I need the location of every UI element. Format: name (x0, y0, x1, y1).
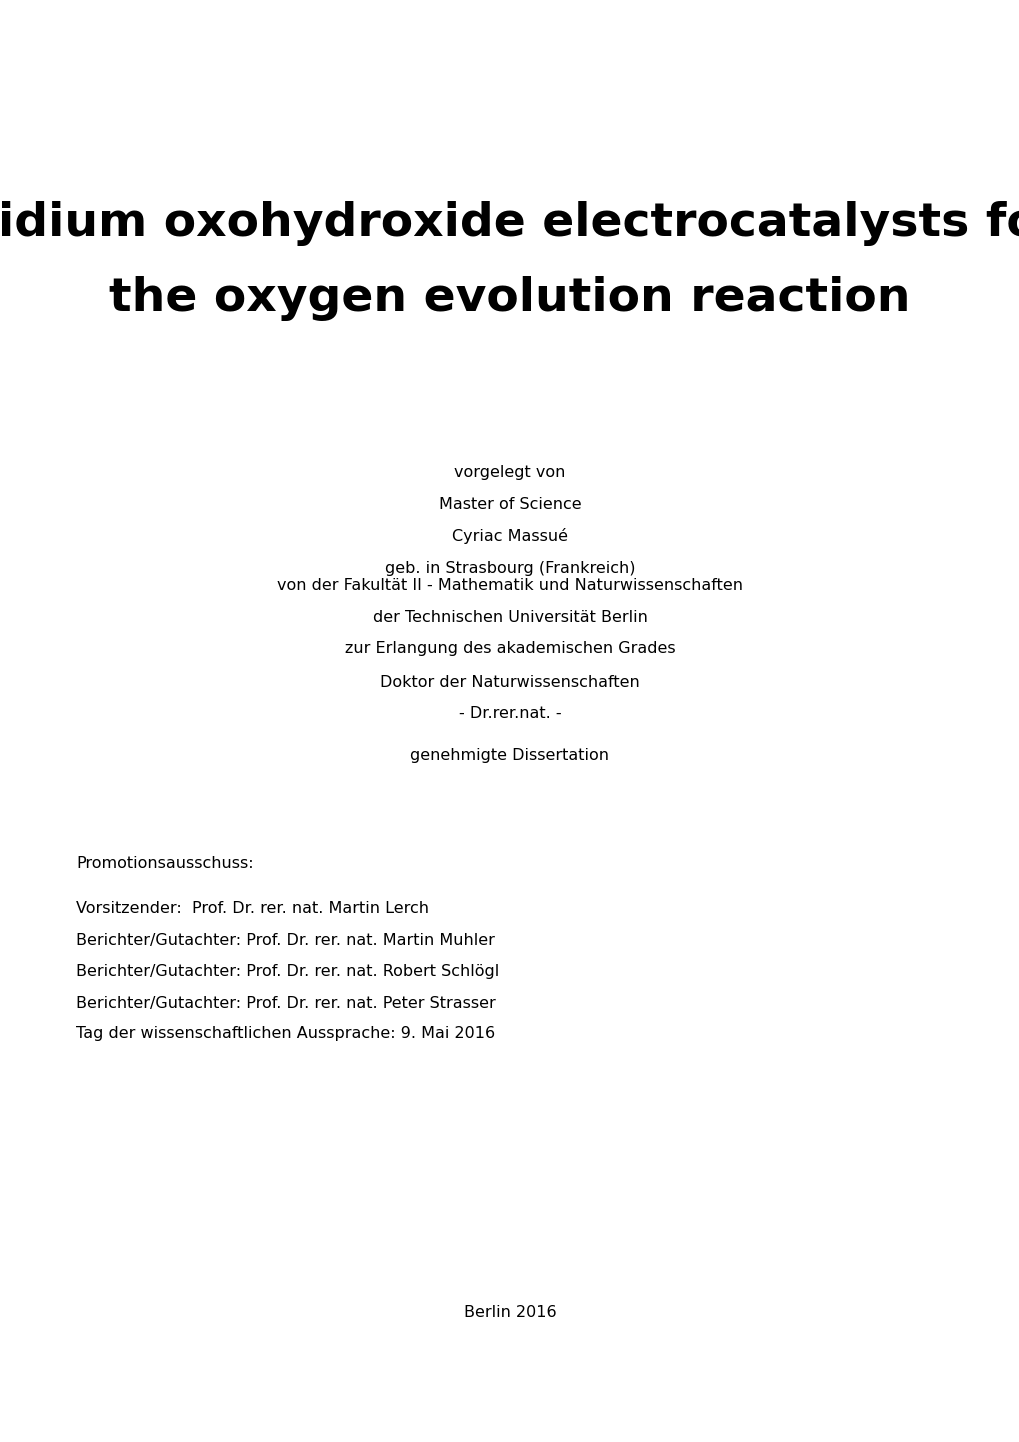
Text: Doktor der Naturwissenschaften: Doktor der Naturwissenschaften (380, 675, 639, 689)
Text: Iridium oxohydroxide electrocatalysts for: Iridium oxohydroxide electrocatalysts fo… (0, 200, 1019, 247)
Text: Berichter/Gutachter: Prof. Dr. rer. nat. Robert Schlögl: Berichter/Gutachter: Prof. Dr. rer. nat.… (76, 965, 499, 979)
Text: Berlin 2016: Berlin 2016 (464, 1305, 555, 1319)
Text: zur Erlangung des akademischen Grades: zur Erlangung des akademischen Grades (344, 642, 675, 656)
Text: genehmigte Dissertation: genehmigte Dissertation (410, 748, 609, 763)
Text: the oxygen evolution reaction: the oxygen evolution reaction (109, 275, 910, 322)
Text: Promotionsausschuss:: Promotionsausschuss: (76, 857, 254, 871)
Text: Berichter/Gutachter: Prof. Dr. rer. nat. Peter Strasser: Berichter/Gutachter: Prof. Dr. rer. nat.… (76, 996, 496, 1011)
Text: Cyriac Massué: Cyriac Massué (451, 528, 568, 545)
Text: der Technischen Universität Berlin: der Technischen Universität Berlin (372, 610, 647, 624)
Text: - Dr.rer.nat. -: - Dr.rer.nat. - (459, 707, 560, 721)
Text: von der Fakultät II - Mathematik und Naturwissenschaften: von der Fakultät II - Mathematik und Nat… (277, 578, 742, 593)
Text: Tag der wissenschaftlichen Aussprache: 9. Mai 2016: Tag der wissenschaftlichen Aussprache: 9… (76, 1027, 495, 1041)
Text: vorgelegt von: vorgelegt von (453, 466, 566, 480)
Text: Berichter/Gutachter: Prof. Dr. rer. nat. Martin Muhler: Berichter/Gutachter: Prof. Dr. rer. nat.… (76, 933, 495, 947)
Text: geb. in Strasbourg (Frankreich): geb. in Strasbourg (Frankreich) (384, 561, 635, 575)
Text: Master of Science: Master of Science (438, 497, 581, 512)
Text: Vorsitzender:  Prof. Dr. rer. nat. Martin Lerch: Vorsitzender: Prof. Dr. rer. nat. Martin… (76, 901, 429, 916)
